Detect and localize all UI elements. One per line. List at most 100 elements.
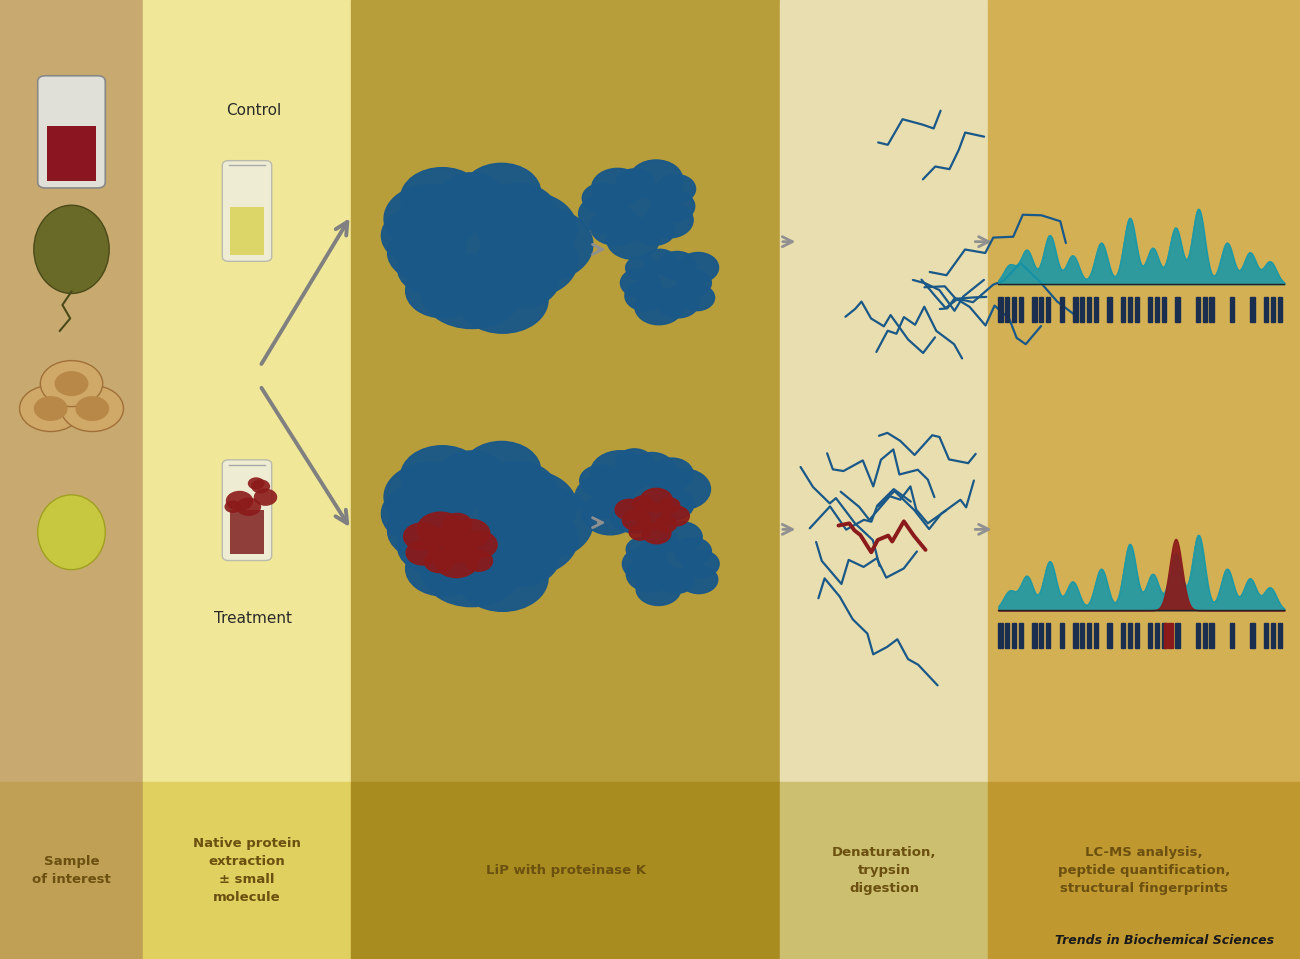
Bar: [1128, 622, 1132, 647]
Bar: [1264, 622, 1269, 647]
Bar: [1080, 296, 1084, 321]
Circle shape: [398, 520, 471, 573]
Circle shape: [677, 270, 711, 295]
Bar: [1019, 296, 1023, 321]
Circle shape: [421, 480, 534, 564]
Circle shape: [478, 461, 556, 520]
Bar: [1093, 622, 1098, 647]
Bar: [1039, 622, 1044, 647]
Bar: [998, 296, 1002, 321]
Bar: [1230, 622, 1234, 647]
Text: Trends in Biochemical Sciences: Trends in Biochemical Sciences: [1054, 934, 1274, 947]
Circle shape: [662, 506, 689, 526]
Text: Native protein
extraction
± small
molecule: Native protein extraction ± small molecu…: [194, 837, 300, 903]
Circle shape: [582, 183, 623, 213]
Circle shape: [384, 184, 477, 253]
Bar: [1148, 296, 1152, 321]
Circle shape: [400, 168, 484, 229]
Circle shape: [642, 263, 697, 303]
Circle shape: [381, 206, 462, 265]
Bar: [1032, 622, 1036, 647]
Circle shape: [421, 202, 534, 286]
Bar: [1271, 296, 1275, 321]
Bar: [1209, 296, 1214, 321]
Circle shape: [477, 470, 577, 544]
Circle shape: [580, 465, 621, 496]
Text: Sample
of interest: Sample of interest: [32, 854, 110, 886]
Circle shape: [616, 449, 654, 477]
Circle shape: [675, 538, 711, 565]
Circle shape: [607, 221, 659, 259]
Bar: [988, 0, 1300, 782]
Circle shape: [417, 512, 464, 547]
Bar: [1202, 622, 1206, 647]
Circle shape: [642, 523, 671, 544]
Bar: [1039, 296, 1044, 321]
Circle shape: [387, 223, 465, 282]
Circle shape: [421, 532, 523, 607]
Circle shape: [40, 361, 103, 407]
Bar: [1278, 296, 1282, 321]
Circle shape: [248, 478, 264, 490]
Bar: [351, 0, 780, 782]
Bar: [1060, 622, 1063, 647]
Bar: [1074, 296, 1078, 321]
Circle shape: [627, 537, 659, 561]
Bar: [1080, 622, 1084, 647]
Bar: [143, 0, 351, 782]
Circle shape: [634, 503, 671, 529]
Circle shape: [625, 281, 666, 311]
Circle shape: [494, 208, 593, 281]
Circle shape: [656, 175, 696, 203]
Circle shape: [34, 396, 68, 421]
Circle shape: [658, 251, 697, 279]
Bar: [1087, 622, 1091, 647]
Bar: [1005, 622, 1009, 647]
Circle shape: [636, 573, 681, 605]
Circle shape: [616, 169, 654, 197]
Circle shape: [403, 523, 441, 550]
Bar: [0, 782, 143, 959]
Circle shape: [458, 267, 549, 333]
Circle shape: [463, 441, 541, 500]
Bar: [1165, 622, 1173, 647]
Bar: [1278, 622, 1282, 647]
Bar: [1202, 296, 1206, 321]
Text: LiP with proteinase K: LiP with proteinase K: [485, 864, 646, 877]
Text: LC-MS analysis,
peptide quantification,
structural fingerprints: LC-MS analysis, peptide quantification, …: [1058, 846, 1230, 895]
Bar: [1019, 622, 1023, 647]
Circle shape: [486, 531, 559, 586]
Circle shape: [226, 491, 254, 511]
Bar: [143, 782, 351, 959]
Circle shape: [659, 498, 680, 513]
Circle shape: [615, 500, 644, 520]
Circle shape: [611, 498, 659, 533]
Bar: [1196, 296, 1200, 321]
Circle shape: [629, 453, 675, 486]
Circle shape: [629, 524, 651, 540]
Bar: [230, 510, 264, 553]
Bar: [988, 782, 1300, 959]
Bar: [1251, 296, 1254, 321]
Bar: [998, 622, 1002, 647]
Circle shape: [477, 192, 577, 266]
Circle shape: [494, 486, 593, 559]
Circle shape: [627, 556, 675, 592]
Circle shape: [620, 269, 660, 297]
Circle shape: [606, 464, 673, 514]
Circle shape: [637, 503, 676, 530]
Circle shape: [439, 173, 503, 220]
Circle shape: [677, 252, 719, 283]
Bar: [1135, 622, 1139, 647]
Bar: [0, 0, 143, 782]
Circle shape: [655, 469, 711, 509]
Circle shape: [623, 547, 668, 581]
Bar: [1196, 622, 1200, 647]
Circle shape: [400, 446, 484, 507]
Circle shape: [582, 494, 638, 535]
Circle shape: [251, 480, 270, 493]
Circle shape: [575, 475, 634, 519]
Bar: [1251, 622, 1254, 647]
Bar: [1162, 622, 1166, 647]
Circle shape: [460, 531, 497, 558]
